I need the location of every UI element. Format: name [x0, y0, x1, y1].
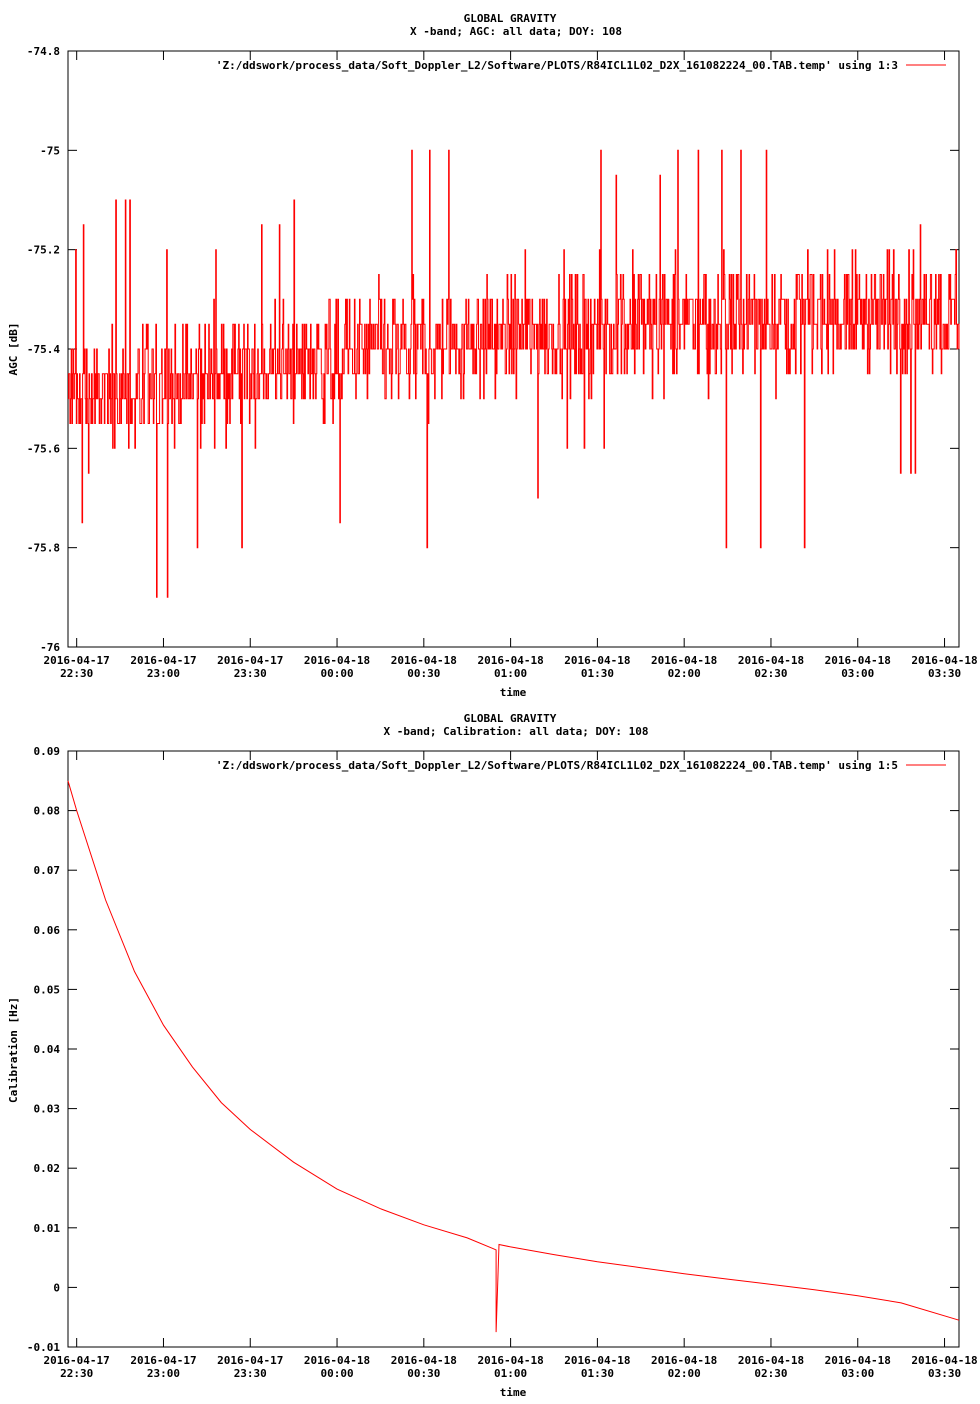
calibration-chart-subtitle: X -band; Calibration: all data; DOY: 108 — [384, 725, 649, 738]
x-tick-date-label: 2016-04-18 — [391, 1354, 457, 1367]
y-tick-label: -75 — [40, 144, 60, 157]
y-tick-label: 0.04 — [34, 1043, 61, 1056]
x-tick-date-label: 2016-04-18 — [564, 1354, 630, 1367]
x-tick-time-label: 23:30 — [234, 667, 267, 680]
x-tick-time-label: 00:30 — [407, 1367, 440, 1380]
x-tick-time-label: 22:30 — [60, 1367, 93, 1380]
x-tick-time-label: 00:30 — [407, 667, 440, 680]
x-tick-date-label: 2016-04-18 — [825, 1354, 891, 1367]
y-tick-label: 0.01 — [34, 1222, 61, 1235]
x-tick-time-label: 02:30 — [754, 1367, 787, 1380]
x-tick-date-label: 2016-04-17 — [130, 1354, 196, 1367]
x-tick-date-label: 2016-04-18 — [738, 1354, 804, 1367]
calibration-x-axis-label: time — [500, 1386, 527, 1399]
calibration-x-axis: 2016-04-1722:302016-04-1723:002016-04-17… — [44, 751, 978, 1380]
agc-line — [68, 149, 960, 598]
x-tick-date-label: 2016-04-17 — [217, 1354, 283, 1367]
y-tick-label: -75.6 — [27, 442, 60, 455]
x-tick-date-label: 2016-04-18 — [391, 654, 457, 667]
x-tick-time-label: 02:00 — [668, 1367, 701, 1380]
x-tick-date-label: 2016-04-18 — [825, 654, 891, 667]
x-tick-time-label: 01:00 — [494, 667, 527, 680]
x-tick-time-label: 03:00 — [841, 1367, 874, 1380]
y-tick-label: 0.02 — [34, 1162, 61, 1175]
x-tick-date-label: 2016-04-18 — [738, 654, 804, 667]
x-tick-date-label: 2016-04-18 — [477, 654, 543, 667]
calibration-y-axis: 0.09 0.08 0.07 0.06 0.05 0.04 0.03 0.02 0.01 0 -0.… — [27, 745, 959, 1354]
x-tick-date-label: 2016-04-18 — [651, 1354, 717, 1367]
agc-chart-title: GLOBAL GRAVITY — [464, 12, 557, 25]
calibration-plot-frame — [67, 750, 960, 1348]
y-tick-label: 0.05 — [34, 983, 61, 996]
x-tick-time-label: 00:00 — [320, 1367, 353, 1380]
x-tick-date-label: 2016-04-17 — [130, 654, 196, 667]
x-tick-date-label: 2016-04-18 — [911, 654, 977, 667]
x-tick-time-label: 23:30 — [234, 1367, 267, 1380]
x-tick-date-label: 2016-04-18 — [304, 1354, 370, 1367]
x-tick-time-label: 00:00 — [320, 667, 353, 680]
y-tick-label: -75.4 — [27, 343, 60, 356]
agc-y-axis: -74.8 -75 -75.2 -75.4 -75.6 -75.8 -76 — [27, 45, 959, 654]
y-tick-label: 0.07 — [34, 864, 61, 877]
x-tick-date-label: 2016-04-18 — [304, 654, 370, 667]
y-tick-label: 0.08 — [34, 805, 61, 818]
agc-y-axis-label: AGC [dB] — [7, 323, 20, 376]
x-tick-time-label: 23:00 — [147, 1367, 180, 1380]
agc-x-axis: 2016-04-1722:302016-04-1723:002016-04-17… — [44, 51, 978, 680]
y-tick-label: 0 — [53, 1281, 60, 1294]
x-tick-date-label: 2016-04-17 — [217, 654, 283, 667]
agc-chart: GLOBAL GRAVITY X -band; AGC: all data; D… — [7, 12, 978, 699]
agc-x-axis-label: time — [500, 686, 527, 699]
x-tick-time-label: 01:30 — [581, 667, 614, 680]
x-tick-time-label: 22:30 — [60, 667, 93, 680]
y-tick-label: -75.2 — [27, 244, 60, 257]
x-tick-time-label: 02:00 — [668, 667, 701, 680]
x-tick-date-label: 2016-04-18 — [477, 1354, 543, 1367]
x-tick-time-label: 03:00 — [841, 667, 874, 680]
y-tick-label: 0.06 — [34, 924, 61, 937]
calibration-chart-title: GLOBAL GRAVITY — [464, 712, 557, 725]
y-tick-label: -76 — [40, 641, 60, 654]
x-tick-date-label: 2016-04-17 — [44, 1354, 110, 1367]
agc-series — [68, 149, 960, 598]
y-tick-label: 0.09 — [34, 745, 61, 758]
agc-legend-label: 'Z:/ddswork/process_data/Soft_Doppler_L2… — [216, 59, 898, 72]
y-tick-label: -0.01 — [27, 1341, 60, 1354]
calibration-chart: GLOBAL GRAVITY X -band; Calibration: all… — [7, 712, 978, 1399]
y-tick-label: 0.03 — [34, 1103, 61, 1116]
x-tick-date-label: 2016-04-17 — [44, 654, 110, 667]
x-tick-time-label: 02:30 — [754, 667, 787, 680]
agc-chart-subtitle: X -band; AGC: all data; DOY: 108 — [410, 25, 622, 38]
x-tick-time-label: 03:30 — [928, 1367, 961, 1380]
x-tick-time-label: 01:30 — [581, 1367, 614, 1380]
x-tick-date-label: 2016-04-18 — [911, 1354, 977, 1367]
x-tick-time-label: 03:30 — [928, 667, 961, 680]
y-tick-label: -74.8 — [27, 45, 60, 58]
calibration-y-axis-label: Calibration [Hz] — [7, 997, 20, 1103]
x-tick-time-label: 23:00 — [147, 667, 180, 680]
x-tick-date-label: 2016-04-18 — [564, 654, 630, 667]
calibration-line — [67, 780, 960, 1333]
x-tick-date-label: 2016-04-18 — [651, 654, 717, 667]
calibration-legend-label: 'Z:/ddswork/process_data/Soft_Doppler_L2… — [216, 759, 898, 772]
calibration-series — [67, 780, 960, 1333]
x-tick-time-label: 01:00 — [494, 1367, 527, 1380]
y-tick-label: -75.8 — [27, 542, 60, 555]
